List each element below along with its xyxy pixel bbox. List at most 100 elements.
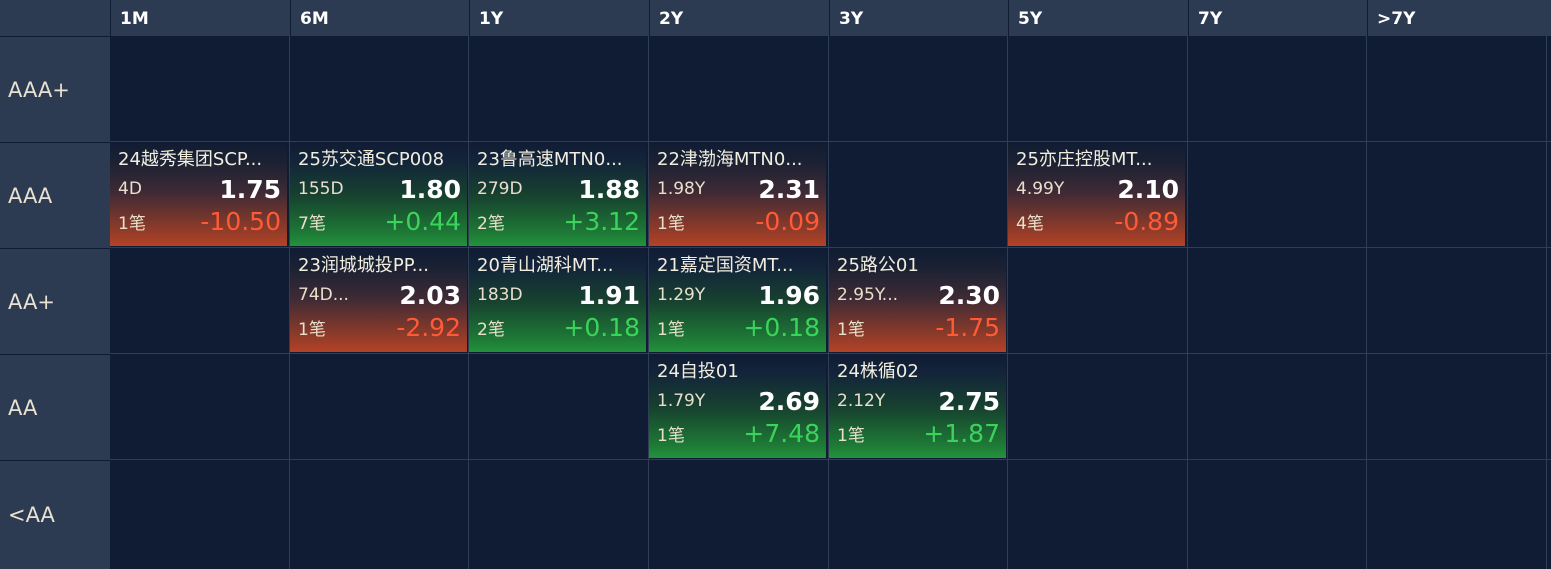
bond-yield: 2.30 (938, 280, 1000, 310)
bond-trade-count: 1笔 (837, 319, 865, 340)
bond-tenor: 155D (298, 179, 344, 199)
bond-change: +1.87 (923, 418, 1000, 448)
bond-change-row: 1笔 +7.48 (657, 416, 820, 450)
bond-change: +0.44 (384, 206, 461, 236)
grid-divider (110, 141, 1551, 142)
bond-change: -2.92 (396, 312, 461, 342)
bond-change-row: 1笔 +1.87 (837, 416, 1000, 450)
bond-tenor: 279D (477, 179, 523, 199)
bond-stats-row: 4.99Y 2.10 (1016, 174, 1179, 204)
bond-cell[interactable]: 25亦庄控股MT... 4.99Y 2.10 4笔 -0.89 (1008, 142, 1185, 246)
bond-tenor: 2.95Y... (837, 285, 899, 305)
bond-change-row: 1笔 -10.50 (118, 204, 281, 238)
grid-divider (110, 459, 1551, 460)
bond-trade-count: 7笔 (298, 213, 326, 234)
bond-name: 21嘉定国资MT... (657, 255, 794, 276)
bond-name: 23鲁高速MTN0... (477, 149, 623, 170)
bond-stats-row: 2.12Y 2.75 (837, 386, 1000, 416)
bond-trade-count: 1笔 (657, 425, 685, 446)
bond-cell[interactable]: 20青山湖科MT... 183D 1.91 2笔 +0.18 (469, 248, 646, 352)
col-header-6[interactable]: 7Y (1188, 0, 1367, 36)
bond-tenor: 183D (477, 285, 523, 305)
bond-name: 24自投01 (657, 361, 739, 382)
bond-cell[interactable]: 22津渤海MTN0... 1.98Y 2.31 1笔 -0.09 (649, 142, 826, 246)
bond-trade-count: 2笔 (477, 319, 505, 340)
col-header-3[interactable]: 2Y (649, 0, 829, 36)
bond-yield: 1.88 (578, 174, 640, 204)
bond-change: -0.89 (1114, 206, 1179, 236)
bond-cell[interactable]: 25路公01 2.95Y... 2.30 1笔 -1.75 (829, 248, 1006, 352)
row-header-1[interactable]: AAA (0, 142, 110, 248)
bond-trade-count: 4笔 (1016, 213, 1044, 234)
bond-yield: 1.80 (399, 174, 461, 204)
bond-tenor: 1.79Y (657, 391, 706, 411)
row-header-0[interactable]: AAA+ (0, 36, 110, 142)
bond-trade-count: 1笔 (657, 213, 685, 234)
bond-change-row: 1笔 -2.92 (298, 310, 461, 344)
bond-trade-count: 1笔 (118, 213, 146, 234)
bond-yield: 2.31 (758, 174, 820, 204)
grid-divider (1187, 36, 1188, 569)
bond-stats-row: 4D 1.75 (118, 174, 281, 204)
grid-divider (828, 36, 829, 569)
bond-yield: 2.75 (938, 386, 1000, 416)
bond-name: 23润城城投PP... (298, 255, 429, 276)
col-header-7[interactable]: >7Y (1367, 0, 1551, 36)
bond-cell[interactable]: 24自投01 1.79Y 2.69 1笔 +7.48 (649, 354, 826, 458)
bond-name: 25苏交通SCP008 (298, 149, 445, 170)
bond-change-row: 2笔 +0.18 (477, 310, 640, 344)
bond-change-row: 1笔 -1.75 (837, 310, 1000, 344)
bond-yield: 1.75 (219, 174, 281, 204)
bond-stats-row: 74D... 2.03 (298, 280, 461, 310)
grid-divider (1546, 36, 1547, 569)
bond-trade-count: 1笔 (298, 319, 326, 340)
bond-cell[interactable]: 25苏交通SCP008 155D 1.80 7笔 +0.44 (290, 142, 467, 246)
col-header-5[interactable]: 5Y (1008, 0, 1188, 36)
bond-name: 20青山湖科MT... (477, 255, 614, 276)
grid-divider (468, 36, 469, 569)
bond-change-row: 1笔 +0.18 (657, 310, 820, 344)
bond-stats-row: 183D 1.91 (477, 280, 640, 310)
row-header-3[interactable]: AA (0, 354, 110, 460)
bond-stats-row: 279D 1.88 (477, 174, 640, 204)
bond-change: +3.12 (563, 206, 640, 236)
bond-cell[interactable]: 23鲁高速MTN0... 279D 1.88 2笔 +3.12 (469, 142, 646, 246)
bond-cell[interactable]: 24株循02 2.12Y 2.75 1笔 +1.87 (829, 354, 1006, 458)
bond-tenor: 4.99Y (1016, 179, 1065, 199)
col-header-2[interactable]: 1Y (469, 0, 649, 36)
col-header-1[interactable]: 6M (290, 0, 469, 36)
bond-change: -10.50 (200, 206, 281, 236)
bond-tenor: 74D... (298, 285, 349, 305)
bond-yield: 1.91 (578, 280, 640, 310)
bond-name: 25路公01 (837, 255, 919, 276)
row-header-4[interactable]: <AA (0, 460, 110, 569)
bond-name: 24越秀集团SCP... (118, 149, 263, 170)
bond-tenor: 1.29Y (657, 285, 706, 305)
bond-yield: 2.10 (1117, 174, 1179, 204)
bond-stats-row: 2.95Y... 2.30 (837, 280, 1000, 310)
row-header-2[interactable]: AA+ (0, 248, 110, 354)
bond-cell[interactable]: 24越秀集团SCP... 4D 1.75 1笔 -10.50 (110, 142, 287, 246)
bond-tenor: 2.12Y (837, 391, 886, 411)
bond-yield: 2.03 (399, 280, 461, 310)
bond-change: -1.75 (935, 312, 1000, 342)
grid-divider (1366, 36, 1367, 569)
bond-name: 25亦庄控股MT... (1016, 149, 1153, 170)
bond-change-row: 2笔 +3.12 (477, 204, 640, 238)
col-header-4[interactable]: 3Y (829, 0, 1008, 36)
bond-cell[interactable]: 23润城城投PP... 74D... 2.03 1笔 -2.92 (290, 248, 467, 352)
grid-divider (289, 36, 290, 569)
bond-stats-row: 1.29Y 1.96 (657, 280, 820, 310)
bond-trade-count: 2笔 (477, 213, 505, 234)
grid-divider (648, 36, 649, 569)
grid-divider (1007, 36, 1008, 569)
grid-corner (0, 0, 110, 36)
bond-stats-row: 1.98Y 2.31 (657, 174, 820, 204)
bond-yield: 2.69 (758, 386, 820, 416)
bond-cell[interactable]: 21嘉定国资MT... 1.29Y 1.96 1笔 +0.18 (649, 248, 826, 352)
bond-trade-count: 1笔 (657, 319, 685, 340)
col-header-0[interactable]: 1M (110, 0, 290, 36)
bond-name: 24株循02 (837, 361, 919, 382)
bond-name: 22津渤海MTN0... (657, 149, 803, 170)
